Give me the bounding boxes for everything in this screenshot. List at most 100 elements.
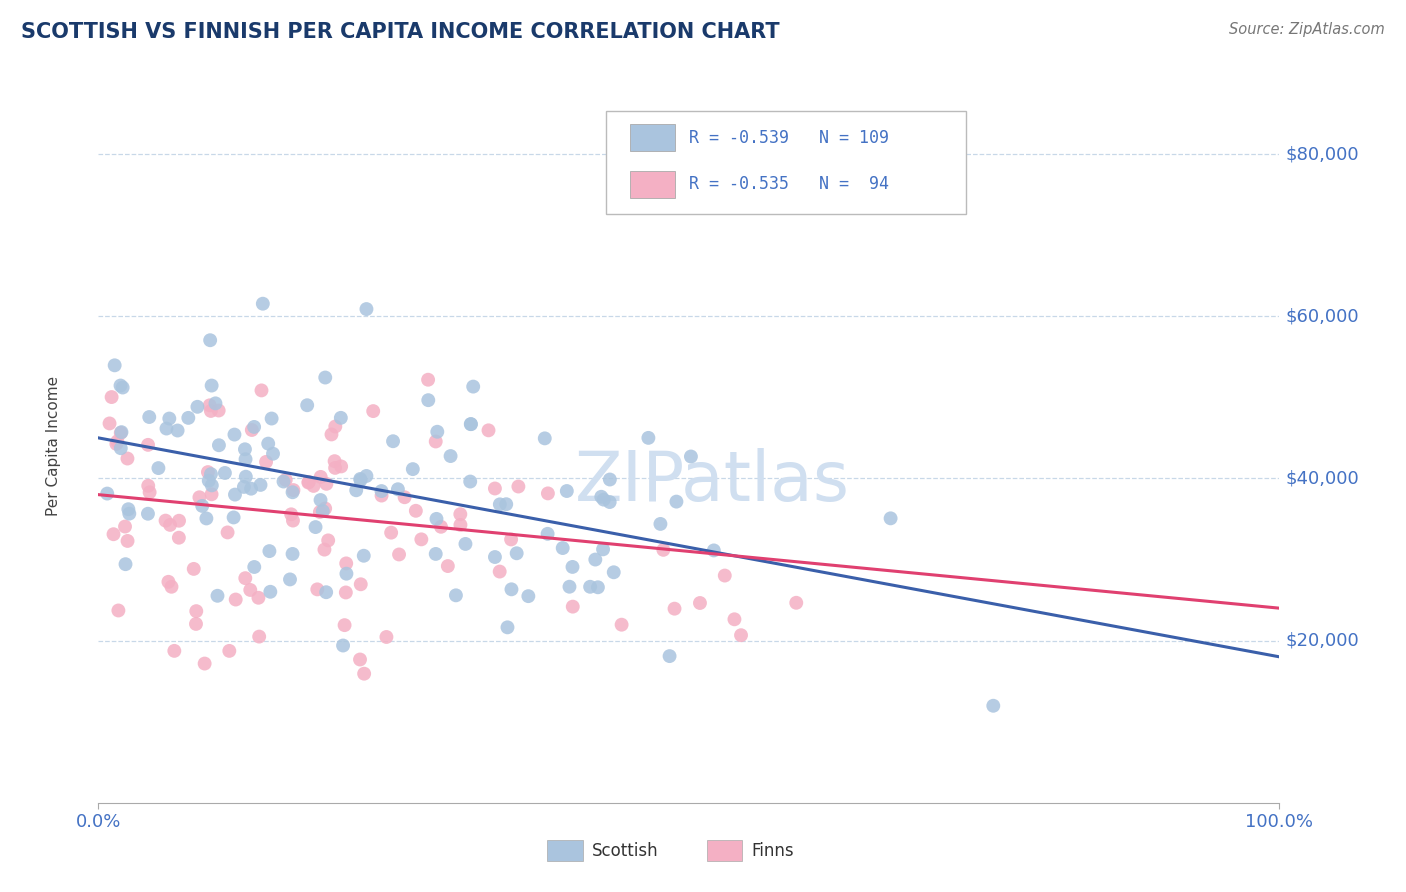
Text: Source: ZipAtlas.com: Source: ZipAtlas.com [1229,22,1385,37]
Point [689,596,711,610]
Point [561,599,583,614]
Point [247,591,270,605]
Point [110,378,132,392]
Point [323,454,346,468]
Point [380,525,402,540]
Point [167,514,190,528]
Point [304,520,326,534]
Point [679,450,702,464]
Point [297,475,319,490]
FancyBboxPatch shape [606,111,966,214]
Point [323,461,346,475]
Point [159,517,181,532]
Point [610,617,633,632]
Point [107,603,129,617]
Point [599,473,621,487]
Text: SCOTTISH VS FINNISH PER CAPITA INCOME CORRELATION CHART: SCOTTISH VS FINNISH PER CAPITA INCOME CO… [21,22,780,42]
Point [117,451,139,466]
Point [235,452,257,467]
Point [198,398,221,412]
Point [599,495,621,509]
Point [329,410,352,425]
Point [184,616,207,631]
Point [394,490,416,504]
Point [430,520,453,534]
Point [105,434,128,449]
Point [533,431,555,445]
Point [198,333,221,347]
Point [551,541,574,555]
Point [197,474,219,488]
Point [105,437,128,451]
Point [98,417,121,431]
Point [350,577,373,591]
Point [259,544,281,558]
Point [281,514,304,528]
Point [114,557,136,571]
Point [235,469,257,483]
Point [650,516,672,531]
Point [103,527,125,541]
Point [157,574,180,589]
Point [309,505,332,519]
Point [208,438,231,452]
Point [117,533,139,548]
Point [281,485,304,500]
Point [425,512,447,526]
Point [315,476,337,491]
Point [402,462,425,476]
Point [449,517,471,532]
Point [262,447,284,461]
Point [370,484,392,499]
Point [195,511,218,525]
Point [658,649,681,664]
Bar [547,840,582,862]
Point [155,421,177,435]
Point [243,560,266,574]
Bar [630,170,675,198]
Point [283,483,305,497]
Point [488,565,510,579]
Point [163,644,186,658]
Point [387,482,409,496]
Point [555,483,578,498]
Point [217,525,239,540]
Point [316,533,339,548]
Point [191,499,214,513]
Point [136,507,159,521]
Point [501,533,523,547]
Point [370,489,392,503]
Point [224,427,246,442]
Point [335,585,357,599]
Point [200,404,222,418]
Point [114,519,136,533]
Point [233,442,256,457]
Point [138,485,160,500]
Point [214,466,236,480]
Point [439,449,461,463]
Point [295,398,318,412]
Point [496,620,519,634]
Point [356,301,378,316]
Point [274,473,297,487]
Text: Scottish: Scottish [592,842,659,860]
Point [356,469,378,483]
Point [183,562,205,576]
Point [586,580,609,594]
Point [723,612,745,626]
Point [454,537,477,551]
Point [186,604,208,618]
Text: $40,000: $40,000 [1285,469,1360,487]
Point [259,584,281,599]
Point [110,425,132,440]
Point [273,475,295,489]
Point [155,514,177,528]
Point [879,511,901,525]
Point [188,491,211,505]
Point [382,434,405,449]
Point [592,542,614,557]
Point [197,465,219,479]
Point [437,559,460,574]
Point [426,425,449,439]
Text: Finns: Finns [752,842,794,860]
